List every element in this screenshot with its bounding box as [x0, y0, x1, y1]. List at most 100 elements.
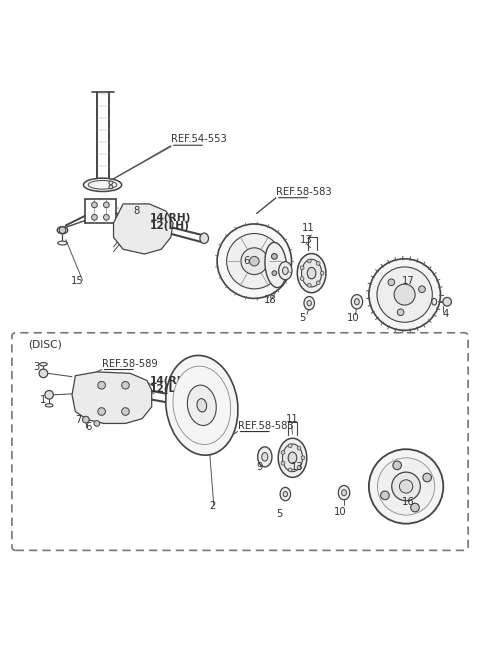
Ellipse shape: [57, 226, 68, 234]
Circle shape: [272, 254, 277, 259]
Circle shape: [109, 181, 113, 185]
Circle shape: [109, 185, 113, 189]
Text: 11: 11: [302, 223, 314, 233]
Ellipse shape: [125, 211, 133, 214]
Ellipse shape: [355, 298, 360, 305]
Ellipse shape: [304, 297, 314, 310]
Text: 17: 17: [402, 276, 414, 286]
Polygon shape: [114, 204, 173, 254]
Circle shape: [272, 271, 277, 276]
Text: 6: 6: [85, 422, 91, 432]
Circle shape: [300, 266, 304, 270]
Text: REF.58-583: REF.58-583: [276, 187, 331, 197]
Circle shape: [307, 259, 311, 263]
Ellipse shape: [280, 487, 290, 501]
Ellipse shape: [84, 178, 121, 192]
Ellipse shape: [258, 447, 272, 467]
Circle shape: [98, 381, 106, 389]
Circle shape: [300, 277, 304, 280]
Ellipse shape: [297, 254, 326, 293]
Circle shape: [301, 456, 305, 460]
Ellipse shape: [166, 356, 238, 455]
Text: 5: 5: [276, 509, 282, 519]
Circle shape: [369, 259, 441, 331]
Ellipse shape: [282, 267, 288, 275]
Circle shape: [288, 468, 292, 472]
Text: 12(LH): 12(LH): [149, 221, 189, 231]
Ellipse shape: [351, 295, 363, 309]
Text: 16: 16: [402, 497, 414, 507]
Circle shape: [411, 503, 420, 512]
Text: REF.54-553: REF.54-553: [171, 134, 227, 144]
Circle shape: [288, 444, 292, 447]
Circle shape: [104, 202, 109, 208]
Ellipse shape: [262, 453, 268, 461]
Circle shape: [419, 286, 425, 293]
Circle shape: [423, 473, 432, 482]
Circle shape: [250, 256, 259, 266]
Circle shape: [399, 480, 413, 493]
Text: 15: 15: [71, 276, 83, 286]
Text: 4: 4: [443, 309, 449, 319]
Text: 11: 11: [286, 414, 299, 424]
Ellipse shape: [307, 300, 312, 306]
Circle shape: [98, 407, 106, 415]
Ellipse shape: [173, 366, 231, 445]
Ellipse shape: [283, 491, 288, 497]
Circle shape: [39, 369, 48, 378]
Ellipse shape: [45, 403, 53, 407]
Ellipse shape: [307, 268, 316, 279]
Text: 14(RH): 14(RH): [149, 213, 191, 223]
Circle shape: [217, 224, 291, 298]
Circle shape: [443, 297, 451, 306]
Text: 7: 7: [75, 415, 82, 424]
Circle shape: [59, 227, 66, 234]
Circle shape: [297, 446, 301, 450]
Text: 18: 18: [264, 295, 276, 305]
Circle shape: [126, 220, 132, 228]
Circle shape: [92, 215, 97, 220]
Circle shape: [316, 281, 320, 285]
Ellipse shape: [58, 241, 67, 245]
Circle shape: [394, 284, 415, 305]
Text: REF.58-583: REF.58-583: [238, 420, 293, 430]
Text: 6: 6: [243, 256, 250, 266]
Circle shape: [307, 283, 311, 287]
Ellipse shape: [187, 385, 216, 426]
Circle shape: [297, 466, 301, 470]
Ellipse shape: [278, 438, 307, 478]
Text: 8: 8: [133, 206, 140, 216]
Ellipse shape: [200, 233, 208, 243]
Circle shape: [227, 234, 282, 289]
Circle shape: [381, 491, 389, 500]
Text: 5: 5: [299, 314, 305, 323]
Circle shape: [104, 215, 109, 220]
Text: 2: 2: [210, 501, 216, 510]
Circle shape: [316, 262, 320, 265]
Circle shape: [388, 279, 395, 285]
Text: REF.58-589: REF.58-589: [102, 359, 157, 369]
Ellipse shape: [432, 298, 437, 305]
Text: 1: 1: [40, 394, 47, 405]
Circle shape: [281, 461, 285, 465]
Ellipse shape: [279, 262, 292, 280]
Circle shape: [83, 417, 89, 423]
Circle shape: [369, 449, 444, 523]
Circle shape: [94, 420, 100, 426]
Circle shape: [121, 407, 129, 415]
Text: 13: 13: [300, 235, 312, 245]
Text: 3: 3: [33, 362, 39, 372]
Ellipse shape: [197, 399, 206, 412]
Ellipse shape: [201, 400, 210, 410]
Ellipse shape: [39, 363, 47, 366]
Text: 10: 10: [347, 314, 360, 323]
Circle shape: [392, 472, 420, 501]
Circle shape: [45, 390, 53, 399]
Text: 10: 10: [334, 506, 347, 517]
Text: 9: 9: [256, 462, 262, 472]
Circle shape: [281, 451, 285, 455]
Text: 12(LH): 12(LH): [149, 384, 189, 394]
Ellipse shape: [288, 452, 297, 464]
Circle shape: [397, 309, 404, 316]
Circle shape: [92, 202, 97, 208]
